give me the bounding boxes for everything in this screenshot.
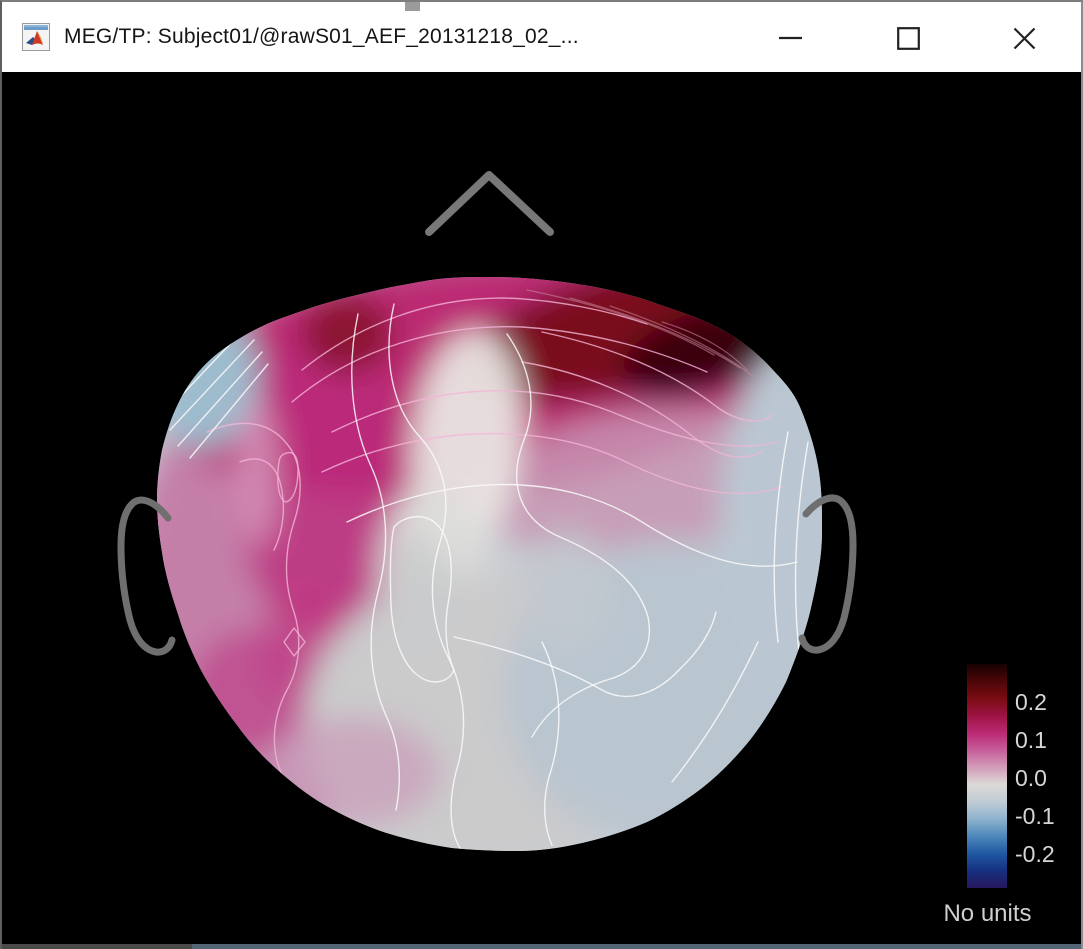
colorbar-tick: 0.0 <box>1015 765 1047 791</box>
colorbar-tick: 0.2 <box>1015 689 1047 715</box>
close-button[interactable] <box>1002 17 1046 59</box>
bottom-window-edge <box>2 944 1081 949</box>
nose-marker <box>425 171 554 236</box>
head-markers <box>117 171 857 656</box>
matlab-logo <box>26 31 43 45</box>
colorbar-gradient[interactable] <box>967 664 1007 888</box>
colorbar-ticks: 0.2 0.1 0.0 -0.1 -0.2 <box>1015 664 1081 888</box>
colorbar-tick: 0.1 <box>1015 727 1047 753</box>
left-ear-marker <box>117 496 176 656</box>
matlab-figure-icon <box>22 23 50 51</box>
titlebar[interactable]: MEG/TP: Subject01/@rawS01_AEF_20131218_0… <box>2 2 1081 72</box>
window-title: MEG/TP: Subject01/@rawS01_AEF_20131218_0… <box>64 25 579 48</box>
figure-canvas[interactable]: 0.2 0.1 0.0 -0.1 -0.2 No units <box>2 72 1083 946</box>
colorbar-unit-label: No units <box>943 900 1032 927</box>
colorbar-tick: -0.2 <box>1015 841 1055 867</box>
close-icon <box>1013 27 1035 49</box>
right-ear-marker <box>798 494 857 654</box>
topography-plot[interactable] <box>2 72 1083 946</box>
background-window-edge <box>405 2 420 11</box>
minimize-button[interactable] <box>769 17 813 59</box>
bottom-edge-right <box>192 944 1081 949</box>
contour-lines <box>163 289 809 851</box>
maximize-button[interactable] <box>886 17 930 59</box>
head-field-map <box>157 277 822 851</box>
bottom-edge-left <box>2 944 192 949</box>
minimize-icon <box>779 36 802 40</box>
colorbar-tick: -0.1 <box>1015 803 1055 829</box>
maximize-icon <box>896 26 920 50</box>
